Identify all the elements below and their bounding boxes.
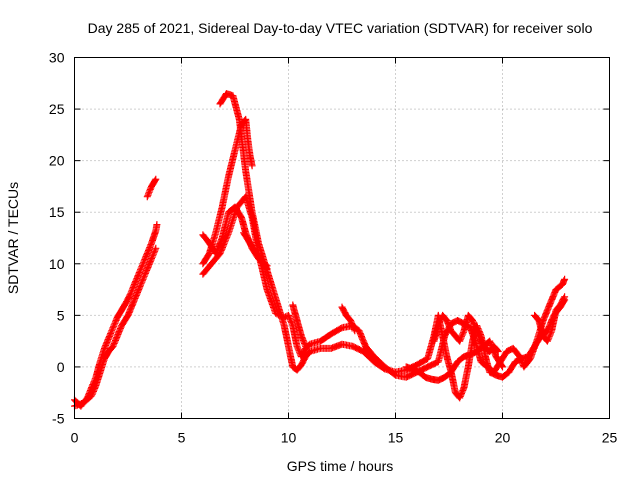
data-points xyxy=(71,90,569,410)
x-tick-label: 20 xyxy=(495,430,511,446)
y-tick-label: 20 xyxy=(49,153,65,169)
y-tick-label: 5 xyxy=(57,307,65,323)
chart-title: Day 285 of 2021, Sidereal Day-to-day VTE… xyxy=(88,20,593,36)
x-tick-label: 10 xyxy=(281,430,297,446)
y-tick-label: 0 xyxy=(57,359,65,375)
marker-trace xyxy=(531,293,569,345)
series-track-j xyxy=(338,303,359,335)
x-tick-label: 0 xyxy=(71,430,79,446)
marker-trace xyxy=(143,175,160,201)
marker-trace xyxy=(289,301,310,350)
y-tick-label: 15 xyxy=(49,204,65,220)
y-tick-label: 25 xyxy=(49,101,65,117)
x-tick-label: 5 xyxy=(178,430,186,446)
y-axis-label: SDTVAR / TECUs xyxy=(5,182,21,294)
x-axis-label: GPS time / hours xyxy=(287,458,394,474)
marker-trace xyxy=(430,311,502,355)
series-track-c xyxy=(143,175,160,201)
x-tick-label: 25 xyxy=(602,430,618,446)
marker-trace xyxy=(402,337,506,384)
series-track-h xyxy=(240,229,271,273)
ticks: 0 5 10 15 20 25 -5 0 5 10 15 20 25 30 xyxy=(49,50,618,446)
series-track-i xyxy=(289,301,310,350)
y-tick-label: -5 xyxy=(52,411,65,427)
x-tick-label: 15 xyxy=(388,430,404,446)
marker-trace xyxy=(338,303,359,335)
series-track-m xyxy=(531,293,569,345)
marker-trace xyxy=(240,229,271,273)
y-tick-label: 30 xyxy=(49,50,65,66)
series-track-k xyxy=(402,337,506,384)
plot-frame xyxy=(74,57,610,419)
y-tick-label: 10 xyxy=(49,256,65,272)
series-track-l xyxy=(430,311,502,355)
